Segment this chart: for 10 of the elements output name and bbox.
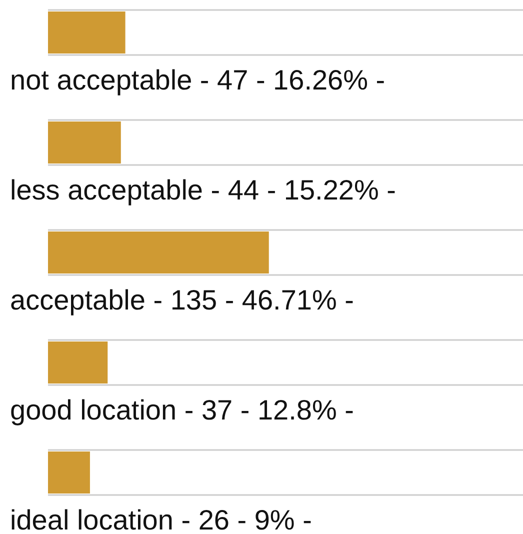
y-tick-label: not acceptable - 47 - 16.26% - — [10, 64, 386, 96]
y-tick-label: good location - 37 - 12.8% - — [10, 394, 354, 426]
bar — [48, 342, 108, 384]
bar — [48, 232, 269, 274]
bar — [48, 122, 121, 164]
y-tick-label: acceptable - 135 - 46.71% - — [10, 284, 354, 316]
bar — [48, 12, 126, 54]
y-tick-label: ideal location - 26 - 9% - — [10, 504, 312, 534]
y-tick-label: less acceptable - 44 - 15.22% - — [10, 174, 396, 206]
bar — [48, 452, 90, 494]
